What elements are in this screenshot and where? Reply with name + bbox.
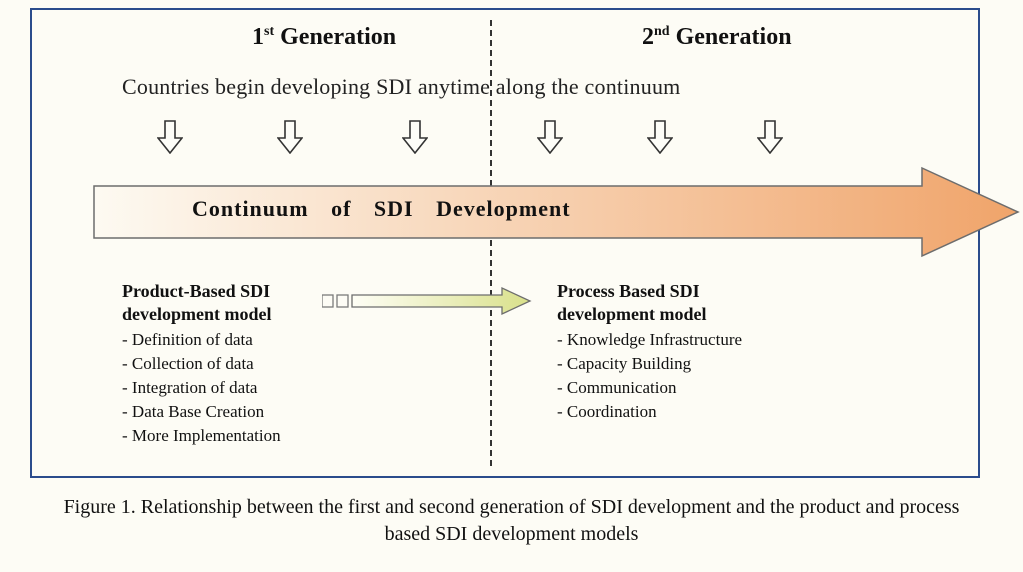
small-arrows-row — [32, 120, 978, 170]
list-item: - Integration of data — [122, 377, 422, 399]
product-based-box: Product-Based SDI development model - De… — [122, 280, 422, 447]
figure-caption: Figure 1. Relationship between the first… — [60, 494, 963, 548]
diagram-frame: 1st Generation 2nd Generation Countries … — [30, 8, 980, 478]
left-list: - Definition of data- Collection of data… — [122, 329, 422, 447]
list-item: - Coordination — [557, 401, 877, 423]
list-item: - More Implementation — [122, 425, 422, 447]
list-item: - Knowledge Infrastructure — [557, 329, 877, 351]
gen2-ord: nd — [654, 24, 670, 39]
down-arrow-icon — [647, 120, 673, 154]
down-arrow-icon — [157, 120, 183, 154]
gen2-heading: 2nd Generation — [642, 24, 792, 51]
list-item: - Communication — [557, 377, 877, 399]
left-title-line2: development model — [122, 303, 422, 326]
process-based-box: Process Based SDI development model - Kn… — [557, 280, 877, 423]
gen1-num: 1 — [252, 24, 264, 50]
left-title-line1: Product-Based SDI — [122, 280, 422, 303]
down-arrow-icon — [537, 120, 563, 154]
right-list: - Knowledge Infrastructure- Capacity Bui… — [557, 329, 877, 423]
continuum-label: Continuum of SDI Development — [192, 196, 571, 222]
subtitle-text: Countries begin developing SDI anytime a… — [122, 74, 942, 100]
gen2-num: 2 — [642, 24, 654, 50]
down-arrow-icon — [277, 120, 303, 154]
right-title-line1: Process Based SDI — [557, 280, 877, 303]
list-item: - Data Base Creation — [122, 401, 422, 423]
list-item: - Capacity Building — [557, 353, 877, 375]
right-title-line2: development model — [557, 303, 877, 326]
gen1-heading: 1st Generation — [252, 24, 396, 51]
gen1-ord: st — [264, 24, 274, 39]
gen1-word: Generation — [280, 24, 396, 50]
list-item: - Definition of data — [122, 329, 422, 351]
down-arrow-icon — [402, 120, 428, 154]
down-arrow-icon — [757, 120, 783, 154]
gen2-word: Generation — [676, 24, 792, 50]
list-item: - Collection of data — [122, 353, 422, 375]
